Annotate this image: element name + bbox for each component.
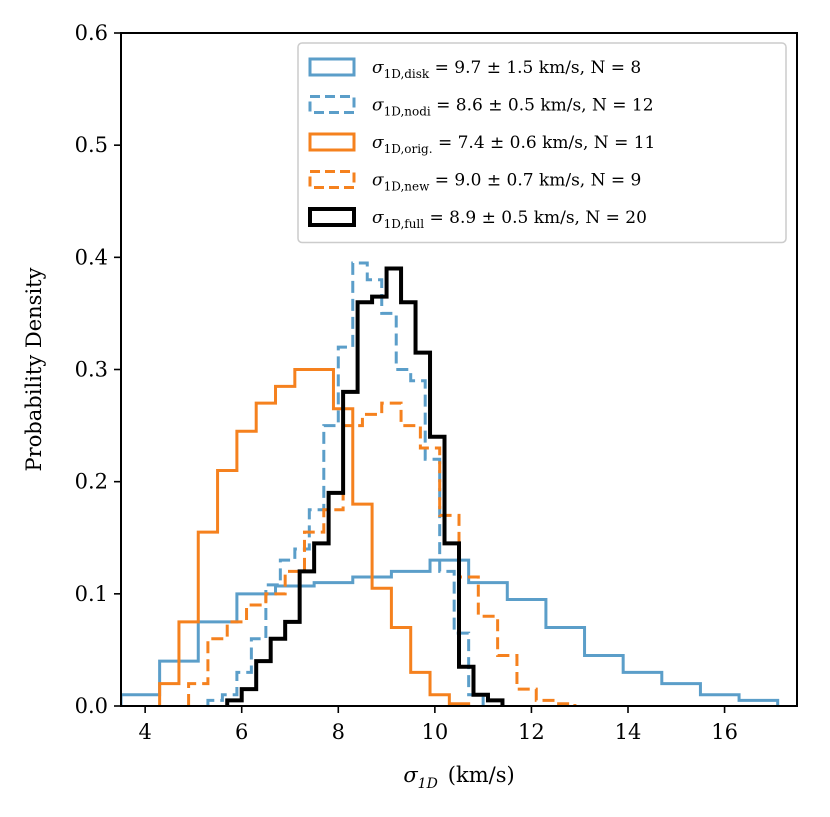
legend: σ1D,disk = 9.7 ± 1.5 km/s, N = 8 σ1D,nodi… [297, 42, 787, 244]
x-tick-label: 10 [421, 720, 448, 744]
y-tick-label: 0.0 [75, 694, 108, 718]
histogram-series-1 [121, 558, 780, 706]
x-axis-ticks: 4 6 8 10 12 14 16 [138, 706, 738, 744]
legend-label-2: σ1D,nodi = 8.6 ± 0.5 km/s, N = 12 [372, 96, 654, 119]
x-tick-label: 16 [711, 720, 738, 744]
legend-handle-3 [308, 132, 356, 152]
legend-handle-1 [308, 57, 356, 77]
x-tick-label: 14 [615, 720, 642, 744]
legend-label-3: σ1D,orig. = 7.4 ± 0.6 km/s, N = 11 [372, 133, 655, 156]
histogram-series-5 [225, 266, 505, 706]
y-tick-label: 0.2 [75, 470, 108, 494]
y-tick-label: 0.3 [75, 358, 108, 382]
histogram-series-4 [187, 401, 577, 706]
x-axis-label-unit: (km/s) [448, 763, 515, 787]
legend-handle-4 [308, 170, 356, 189]
legend-handle-5 [308, 207, 356, 227]
legend-label-5: σ1D,full = 8.9 ± 0.5 km/s, N = 20 [372, 208, 647, 231]
x-axis-label-symbol: σ [403, 763, 418, 787]
y-tick-label: 0.4 [75, 245, 108, 269]
y-axis-label: Probability Density [22, 267, 46, 471]
legend-box [297, 42, 787, 244]
x-tick-label: 12 [518, 720, 545, 744]
legend-handle-2 [308, 95, 356, 114]
x-tick-label: 6 [235, 720, 248, 744]
x-axis-label: σ1D (km/s) [403, 763, 514, 792]
series-layer [121, 261, 780, 706]
x-tick-label: 4 [138, 720, 151, 744]
histogram-series-3 [158, 368, 471, 706]
legend-label-1: σ1D,disk = 9.7 ± 1.5 km/s, N = 8 [372, 58, 641, 81]
legend-label-4: σ1D,new = 9.0 ± 0.7 km/s, N = 9 [372, 171, 641, 194]
y-tick-label: 0.5 [75, 133, 108, 157]
y-tick-label: 0.1 [75, 582, 108, 606]
y-axis-ticks: 0.0 0.1 0.2 0.3 0.4 0.5 0.6 [75, 21, 121, 718]
x-axis-label-subscript: 1D [418, 776, 438, 792]
y-tick-label: 0.6 [75, 21, 108, 45]
x-tick-label: 8 [332, 720, 345, 744]
